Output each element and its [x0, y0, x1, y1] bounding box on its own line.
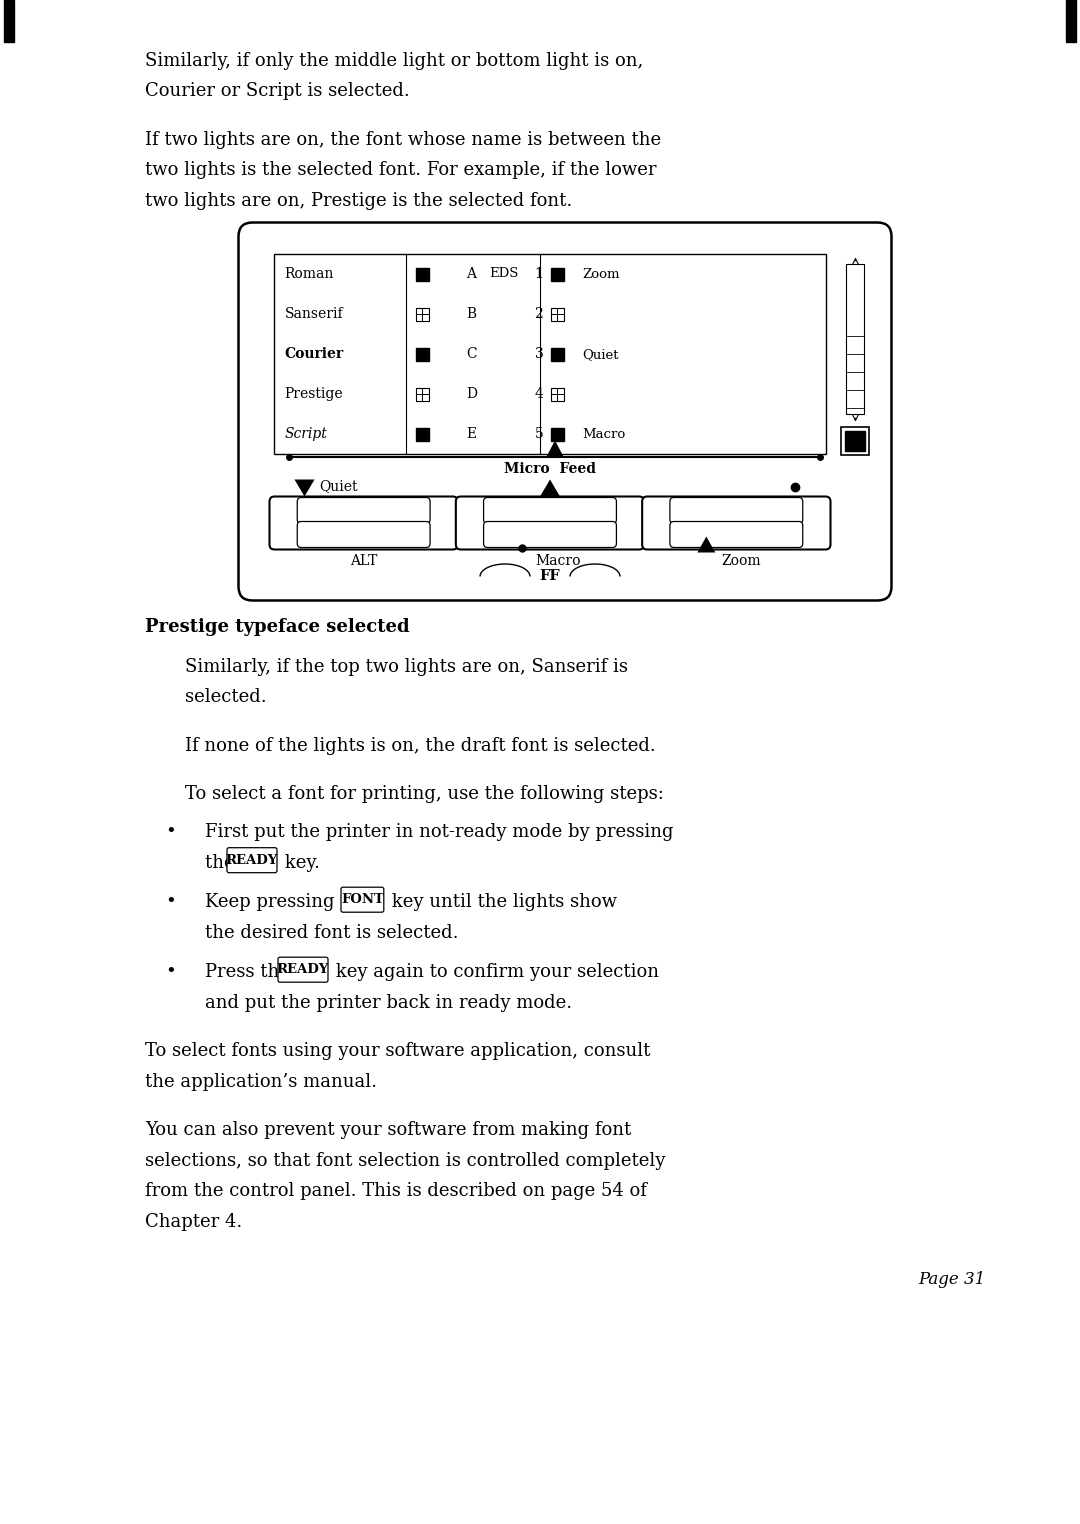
Bar: [551, 428, 564, 442]
Text: Zoom: Zoom: [721, 555, 761, 568]
Bar: [274, 255, 825, 454]
Bar: [841, 428, 869, 456]
Text: Chapter 4.: Chapter 4.: [145, 1213, 242, 1231]
Bar: [846, 431, 865, 451]
Bar: [4, 0, 14, 43]
FancyBboxPatch shape: [670, 521, 802, 547]
Text: READY: READY: [276, 963, 329, 977]
Text: Zoom: Zoom: [582, 268, 620, 280]
Text: Similarly, if only the middle light or bottom light is on,: Similarly, if only the middle light or b…: [145, 52, 644, 70]
Text: key until the lights show: key until the lights show: [386, 893, 617, 911]
Text: Similarly, if the top two lights are on, Sanserif is: Similarly, if the top two lights are on,…: [185, 658, 627, 677]
Bar: [416, 347, 429, 361]
Text: Prestige typeface selected: Prestige typeface selected: [145, 619, 409, 637]
FancyBboxPatch shape: [341, 887, 383, 913]
Text: READY: READY: [226, 853, 279, 867]
Polygon shape: [295, 480, 314, 497]
Text: key.: key.: [279, 853, 320, 872]
Text: •: •: [165, 893, 176, 911]
Text: from the control panel. This is described on page 54 of: from the control panel. This is describe…: [145, 1183, 647, 1201]
Text: Macro: Macro: [535, 555, 580, 568]
Bar: [416, 268, 429, 282]
Text: and put the printer back in ready mode.: and put the printer back in ready mode.: [205, 994, 572, 1012]
Polygon shape: [540, 480, 561, 497]
Text: If none of the lights is on, the draft font is selected.: If none of the lights is on, the draft f…: [185, 738, 656, 754]
Text: FONT: FONT: [341, 893, 383, 907]
Text: READY: READY: [706, 515, 767, 529]
Text: 5: 5: [535, 428, 543, 442]
Text: Quiet: Quiet: [320, 480, 357, 494]
Bar: [551, 347, 564, 361]
Text: C: C: [467, 347, 477, 361]
FancyBboxPatch shape: [670, 497, 802, 524]
FancyBboxPatch shape: [484, 497, 617, 524]
Text: •: •: [165, 963, 176, 981]
FancyBboxPatch shape: [227, 847, 276, 873]
Text: Press the: Press the: [205, 963, 296, 981]
Bar: [551, 387, 564, 401]
Text: A: A: [467, 268, 476, 282]
Text: B: B: [467, 308, 476, 322]
FancyBboxPatch shape: [297, 497, 430, 524]
FancyBboxPatch shape: [643, 497, 831, 550]
Text: FF: FF: [540, 570, 561, 584]
Text: E: E: [467, 428, 476, 442]
FancyBboxPatch shape: [484, 521, 617, 547]
Text: Quiet: Quiet: [582, 347, 619, 361]
FancyBboxPatch shape: [270, 497, 458, 550]
Polygon shape: [546, 440, 564, 457]
Text: Prestige: Prestige: [284, 387, 343, 401]
Bar: [551, 308, 564, 322]
Polygon shape: [698, 536, 715, 553]
Text: the: the: [205, 853, 241, 872]
Text: If two lights are on, the font whose name is between the: If two lights are on, the font whose nam…: [145, 131, 661, 149]
Text: EDS: EDS: [489, 268, 518, 280]
Text: Macro: Macro: [582, 428, 625, 440]
FancyBboxPatch shape: [278, 957, 328, 981]
Bar: [416, 308, 429, 322]
Text: selected.: selected.: [185, 689, 267, 707]
Text: Page 31: Page 31: [918, 1271, 985, 1288]
Text: two lights are on, Prestige is the selected font.: two lights are on, Prestige is the selec…: [145, 192, 572, 210]
Text: Courier or Script is selected.: Courier or Script is selected.: [145, 82, 409, 101]
Text: To select a font for printing, use the following steps:: To select a font for printing, use the f…: [185, 785, 664, 803]
Text: Micro  Feed: Micro Feed: [504, 462, 596, 477]
Text: 3: 3: [535, 347, 543, 361]
Text: PAPER: PAPER: [521, 515, 579, 529]
FancyBboxPatch shape: [297, 521, 430, 547]
Text: Roman: Roman: [284, 268, 334, 282]
Text: 1: 1: [535, 268, 543, 282]
FancyBboxPatch shape: [239, 223, 891, 600]
Text: Sanserif: Sanserif: [284, 308, 343, 322]
Text: To select fonts using your software application, consult: To select fonts using your software appl…: [145, 1042, 650, 1061]
Text: First put the printer in not-ready mode by pressing: First put the printer in not-ready mode …: [205, 823, 674, 841]
Text: D: D: [467, 387, 477, 401]
Text: 4: 4: [535, 387, 543, 401]
FancyBboxPatch shape: [456, 497, 644, 550]
Text: the application’s manual.: the application’s manual.: [145, 1073, 377, 1091]
Bar: [847, 265, 864, 415]
Text: ALT: ALT: [350, 555, 377, 568]
Text: two lights is the selected font. For example, if the lower: two lights is the selected font. For exa…: [145, 162, 657, 180]
Text: •: •: [165, 823, 176, 841]
Text: key again to confirm your selection: key again to confirm your selection: [330, 963, 659, 981]
Bar: [416, 428, 429, 442]
Text: 2: 2: [535, 308, 543, 322]
Text: the desired font is selected.: the desired font is selected.: [205, 924, 459, 942]
Bar: [551, 268, 564, 282]
Text: Keep pressing the: Keep pressing the: [205, 893, 376, 911]
Text: FONT: FONT: [339, 515, 389, 529]
Text: Script: Script: [284, 428, 327, 442]
Text: You can also prevent your software from making font: You can also prevent your software from …: [145, 1122, 631, 1140]
Bar: [416, 387, 429, 401]
Text: selections, so that font selection is controlled completely: selections, so that font selection is co…: [145, 1152, 665, 1170]
Text: Courier: Courier: [284, 347, 343, 361]
Bar: [1066, 0, 1076, 43]
